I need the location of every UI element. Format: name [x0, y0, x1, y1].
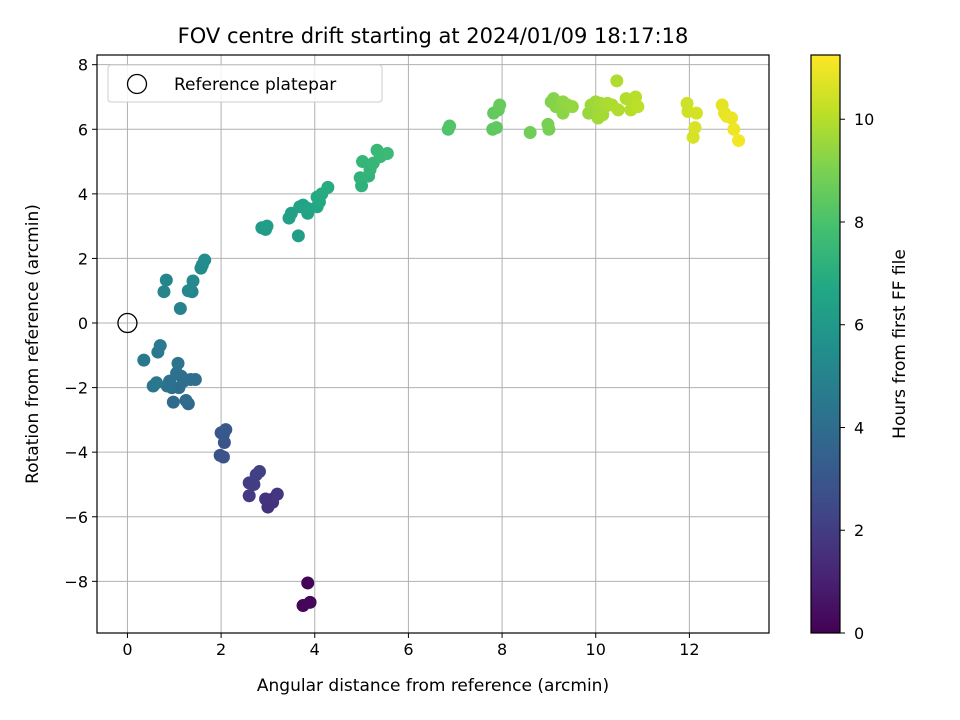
y-axis-label: Rotation from reference (arcmin) — [23, 204, 43, 484]
legend: Reference platepar — [107, 64, 383, 103]
x-tick-label: 10 — [586, 640, 606, 659]
data-point — [188, 373, 202, 387]
data-point — [157, 285, 171, 299]
data-point — [301, 576, 315, 590]
data-point — [149, 376, 163, 390]
data-point — [611, 103, 625, 117]
x-tick-label: 12 — [679, 640, 699, 659]
plot-frame — [96, 54, 770, 634]
data-point — [489, 121, 503, 135]
colorbar-tick-label: 2 — [854, 521, 864, 540]
x-tick-label: 6 — [403, 640, 413, 659]
data-point — [242, 489, 256, 503]
data-point — [166, 395, 180, 409]
data-point — [610, 74, 624, 88]
data-point — [270, 487, 284, 501]
data-point — [688, 121, 702, 135]
y-tick-label: 6 — [78, 120, 88, 139]
data-point — [160, 379, 174, 393]
y-tick-label: −6 — [64, 508, 88, 527]
data-point — [291, 229, 305, 243]
legend-marker-icon — [126, 73, 148, 95]
x-tick-label: 4 — [310, 640, 320, 659]
data-point — [198, 253, 212, 267]
y-tick-label: 2 — [78, 249, 88, 268]
reference-marker-group — [117, 312, 138, 334]
x-tick-label: 2 — [216, 640, 226, 659]
colorbar-label: Hours from first FF file — [890, 249, 910, 439]
x-tick-label: 0 — [122, 640, 132, 659]
colorbar-gradient — [810, 54, 841, 634]
y-tick-label: −2 — [64, 379, 88, 398]
colorbar-tick-label: 4 — [854, 418, 864, 437]
data-point — [303, 595, 317, 609]
data-point — [443, 119, 457, 133]
reference-marker — [117, 312, 138, 334]
data-point — [541, 117, 555, 131]
data-point — [181, 284, 195, 298]
data-point — [727, 122, 741, 136]
grid — [97, 55, 769, 633]
y-tick-label: 4 — [78, 185, 88, 204]
x-axis-label: Angular distance from reference (arcmin) — [257, 676, 609, 696]
y-tick-label: −8 — [64, 572, 88, 591]
y-tick-label: 0 — [78, 314, 88, 333]
x-axis: 0 2 4 6 8 10 12 — [122, 633, 700, 659]
colorbar-tick-label: 10 — [854, 110, 874, 129]
data-point — [260, 219, 274, 233]
data-point — [725, 111, 739, 125]
data-point — [631, 100, 645, 114]
chart-title: FOV centre drift starting at 2024/01/09 … — [178, 24, 689, 48]
data-point — [356, 155, 370, 169]
data-point — [493, 98, 507, 112]
data-point — [629, 90, 643, 104]
data-point — [216, 450, 230, 464]
data-point — [137, 353, 151, 367]
data-point — [686, 130, 700, 144]
data-point — [252, 465, 266, 479]
y-axis: −8 −6 −4 −2 0 2 4 6 8 — [64, 56, 97, 591]
data-point — [216, 427, 230, 441]
colorbar-ticks: 0 2 4 6 8 10 — [840, 110, 874, 643]
data-point — [186, 274, 200, 288]
data-point — [732, 134, 746, 148]
colorbar-tick-label: 6 — [854, 316, 864, 335]
legend-label: Reference platepar — [174, 75, 336, 95]
data-point — [171, 356, 185, 370]
colorbar-tick-label: 0 — [854, 624, 864, 643]
data-point — [159, 273, 173, 287]
legend-box — [107, 64, 383, 103]
data-point — [565, 100, 579, 114]
data-point — [321, 180, 335, 194]
colorbar: 0 2 4 6 8 10 Hours from first FF file — [810, 54, 910, 643]
colorbar-tick-label: 8 — [854, 213, 864, 232]
y-tick-label: −4 — [64, 443, 88, 462]
data-point — [380, 146, 394, 160]
data-point — [523, 125, 537, 139]
data-point — [173, 301, 187, 315]
data-point — [179, 394, 193, 408]
data-point — [153, 339, 167, 353]
y-tick-label: 8 — [78, 56, 88, 75]
scatter-points — [137, 74, 746, 613]
data-point — [689, 106, 703, 120]
x-tick-label: 8 — [497, 640, 507, 659]
